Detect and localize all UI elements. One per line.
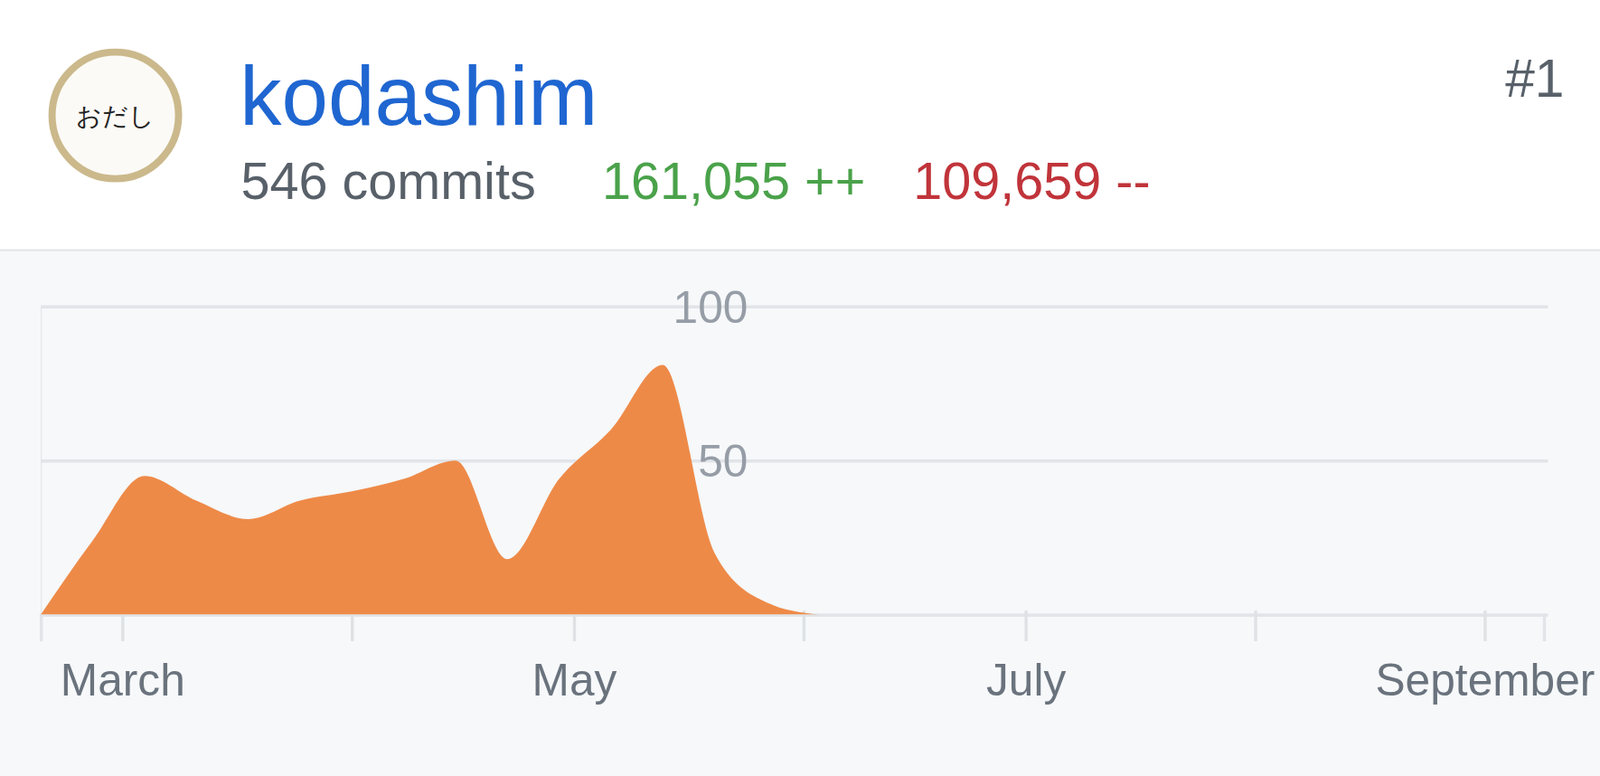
y-tick-label: 100 [673, 282, 749, 333]
x-axis: March May July September [41, 610, 1596, 706]
tick-mark [573, 610, 576, 641]
tick-mark [1483, 610, 1487, 641]
x-tick-label: September [1374, 654, 1595, 706]
x-tick-label: July [986, 654, 1066, 706]
chart-bg [0, 251, 1600, 776]
y-tick: 50 [40, 435, 1548, 487]
tick-mark [350, 610, 354, 641]
header-bg [0, 0, 1600, 252]
grid-line [40, 459, 1548, 462]
deletions: 109,659 -- [912, 151, 1150, 210]
username[interactable]: kodashim [239, 48, 598, 143]
grid-line [40, 305, 1548, 309]
x-tick: July [986, 610, 1066, 706]
y-tick: 100 [40, 282, 1548, 333]
x-axis-line [41, 614, 1545, 641]
tick-mark [1253, 610, 1257, 641]
x-tick-label: March [60, 654, 186, 706]
x-tick [351, 610, 353, 641]
x-tick-label: May [532, 654, 618, 706]
x-tick [1254, 610, 1256, 641]
avatar[interactable] [52, 52, 179, 179]
y-axis-line [41, 306, 1549, 615]
x-tick [803, 610, 805, 641]
rank: #1 [1505, 48, 1564, 108]
y-tick-label: 50 [697, 435, 748, 487]
card: おだし kodashim 546 commits 161,055 ++ 109,659 … [0, 0, 1600, 776]
tick-mark [802, 610, 806, 641]
commits: 546 commits [240, 151, 536, 210]
plot-area [40, 364, 819, 614]
y-axis: 50 100 [40, 282, 1548, 616]
additions: 161,055 ++ [602, 151, 866, 210]
commit-area [40, 364, 819, 614]
avatar-text: おだし [75, 101, 155, 132]
tick-mark [1024, 610, 1027, 641]
tick-mark [121, 610, 124, 641]
x-tick: May [532, 610, 618, 706]
separator [0, 248, 1600, 251]
x-tick: September [1374, 610, 1595, 706]
x-tick: March [60, 610, 186, 706]
